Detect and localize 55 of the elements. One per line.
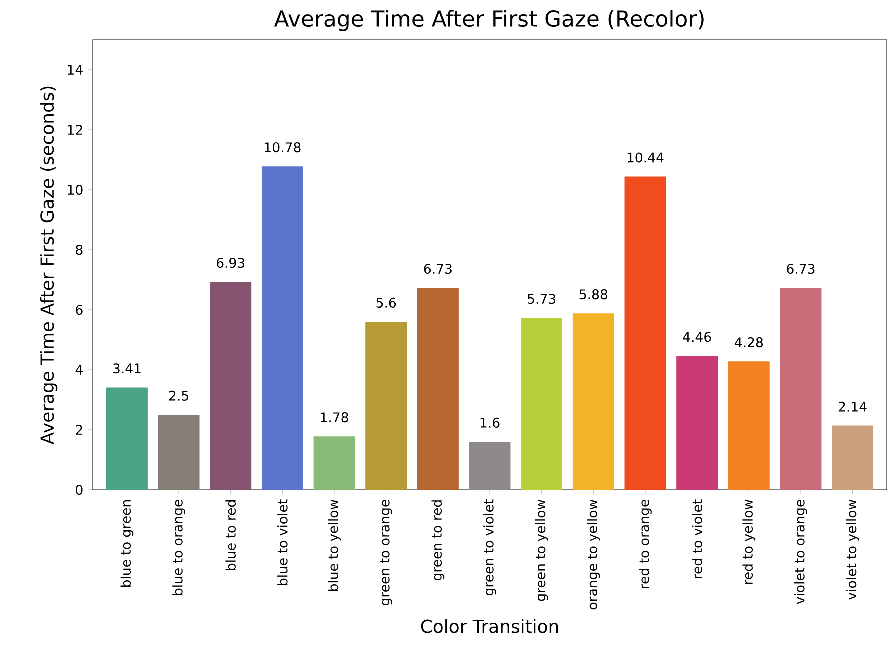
x-tick-label: blue to yellow bbox=[328, 500, 341, 592]
data-label: 6.73 bbox=[424, 264, 452, 274]
data-label: 1.6 bbox=[480, 418, 500, 428]
x-tick-label: blue to violet bbox=[278, 500, 288, 586]
y-tick-label: 6 bbox=[76, 304, 83, 316]
y-tick-label: 2 bbox=[76, 425, 82, 435]
data-label: 2.14 bbox=[838, 402, 867, 412]
bar bbox=[832, 426, 874, 490]
data-label: 5.88 bbox=[580, 290, 608, 300]
x-tick-label: red to violet bbox=[692, 500, 702, 578]
bar bbox=[417, 288, 459, 490]
data-label: 6.93 bbox=[217, 258, 245, 268]
bar bbox=[676, 356, 718, 490]
data-label: 5.73 bbox=[528, 294, 556, 304]
bar bbox=[314, 436, 356, 490]
y-tick-label: 10 bbox=[68, 184, 83, 196]
y-tick-label: 14 bbox=[68, 65, 83, 75]
data-label: 5.6 bbox=[376, 298, 396, 308]
chart-title: Average Time After First Gaze (Recolor) bbox=[274, 10, 704, 32]
data-label: 4.46 bbox=[683, 332, 712, 342]
y-tick-label: 12 bbox=[68, 125, 82, 135]
x-tick-label: orange to yellow bbox=[587, 500, 600, 610]
x-tick-label: green to violet bbox=[484, 500, 496, 596]
y-tick-label: 8 bbox=[76, 244, 83, 256]
bar bbox=[210, 282, 252, 490]
bar bbox=[624, 176, 666, 490]
y-tick-label: 4 bbox=[76, 365, 83, 375]
x-tick-label: green to yellow bbox=[535, 500, 548, 602]
bar bbox=[469, 442, 511, 490]
x-tick-label: blue to orange bbox=[172, 500, 186, 596]
y-axis-title: Average Time After First Gaze (seconds) bbox=[40, 86, 58, 445]
data-label: 10.78 bbox=[265, 142, 301, 153]
x-axis-title: Color Transition bbox=[421, 619, 558, 634]
data-label: 2.5 bbox=[169, 390, 188, 401]
x-tick-label: blue to red bbox=[226, 500, 236, 570]
data-label: 4.28 bbox=[735, 338, 764, 348]
x-tick-label: red to yellow bbox=[742, 500, 756, 584]
x-tick-label: violet to orange bbox=[794, 500, 808, 604]
x-tick-label: green to orange bbox=[380, 500, 392, 606]
data-label: 3.41 bbox=[113, 364, 141, 374]
x-tick-label: green to red bbox=[432, 500, 445, 581]
bar bbox=[572, 314, 614, 490]
bar bbox=[521, 318, 563, 490]
bar bbox=[106, 388, 148, 490]
x-tick-label: red to orange bbox=[639, 500, 652, 588]
bar bbox=[262, 166, 304, 490]
bar bbox=[780, 288, 822, 490]
bar bbox=[366, 322, 408, 490]
y-tick-label: 0 bbox=[76, 484, 83, 496]
x-tick-label: blue to green bbox=[120, 500, 134, 588]
bar bbox=[728, 362, 770, 490]
data-label: 6.73 bbox=[787, 264, 815, 274]
x-tick-label: violet to yellow bbox=[846, 500, 860, 600]
data-label: 10.44 bbox=[628, 152, 664, 163]
data-label: 1.78 bbox=[321, 412, 348, 423]
